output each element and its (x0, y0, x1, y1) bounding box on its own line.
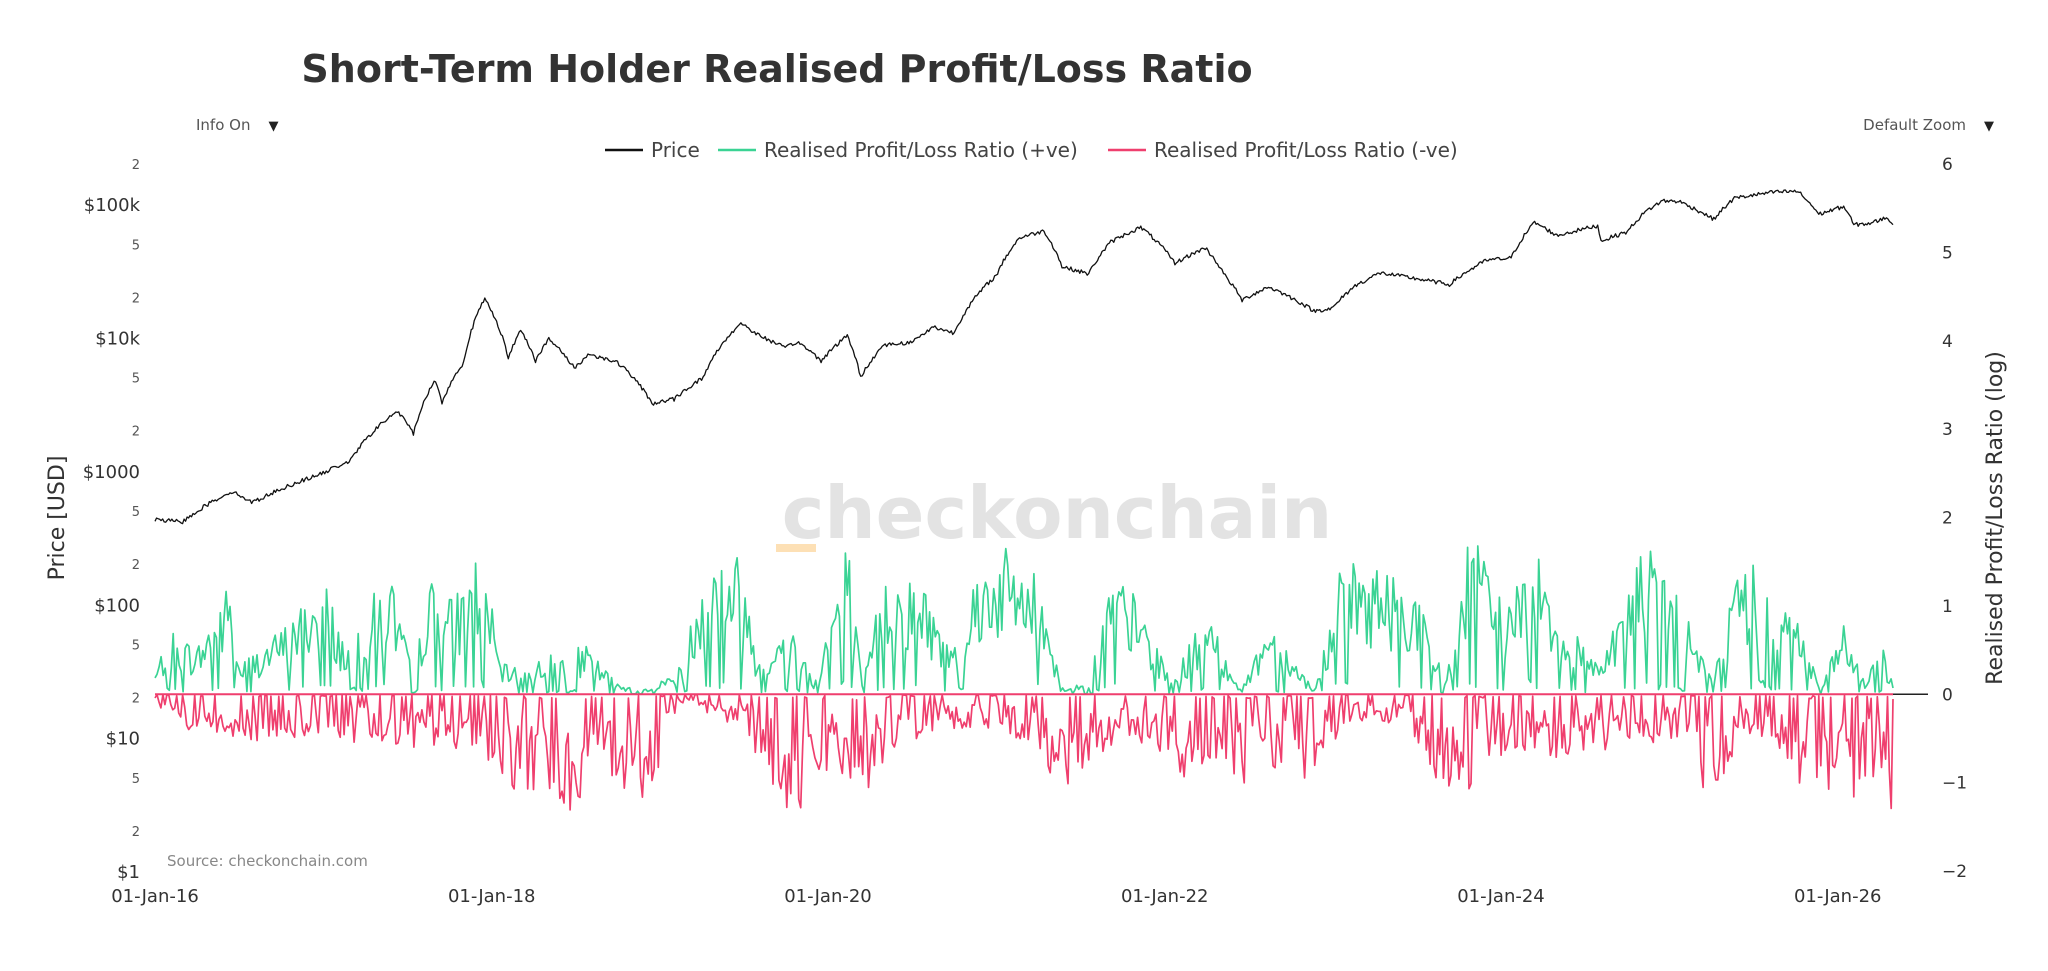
y-right-tick-label: 0 (1942, 685, 1953, 705)
x-tick-label: 01-Jan-18 (448, 886, 536, 907)
chart-title: Short-Term Holder Realised Profit/Loss R… (301, 47, 1252, 91)
y-left-tick-label: $1 (117, 862, 140, 883)
x-tick-label: 01-Jan-16 (111, 886, 199, 907)
y-left-minor-tick-label: 2 (132, 825, 140, 840)
y-right-tick-label: 1 (1942, 597, 1953, 617)
ratio-positive-series (154, 545, 1894, 695)
y-right-tick-label: 5 (1942, 243, 1953, 263)
y-left-minor-tick-label: 2 (132, 291, 140, 306)
y-left-tick-label: $1000 (83, 462, 140, 483)
y-left-tick-label: $100 (94, 595, 140, 616)
y-axis-left-label: Price [USD] (45, 456, 70, 581)
zoom-dropdown-label: Default Zoom (1863, 116, 1966, 134)
y-left-minor-tick-label: 2 (132, 691, 140, 706)
legend-label: Price (651, 138, 700, 162)
y-right-tick-label: 6 (1942, 155, 1953, 175)
watermark: checkonchain (776, 471, 1332, 555)
y-axis-right-label: Realised Profit/Loss Ratio (log) (1983, 351, 2008, 685)
y-right-tick-label: 3 (1942, 420, 1953, 440)
y-left-minor-tick-label: 5 (132, 638, 140, 653)
y-right-tick-label: −2 (1942, 862, 1967, 882)
y-left-tick-label: $10 (106, 729, 140, 750)
info-toggle-label: Info On (196, 116, 251, 134)
watermark-accent (776, 544, 816, 552)
price-line (154, 189, 1894, 525)
ratio-negative-series (154, 693, 1894, 811)
y-left-minor-tick-label: 5 (132, 772, 140, 787)
source-label: Source: checkonchain.com (167, 852, 368, 870)
x-axis: 01-Jan-16 01-Jan-18 01-Jan-20 01-Jan-22 01-J… (111, 886, 1881, 907)
zoom-dropdown-button[interactable]: Default Zoom ▼ (1863, 116, 1994, 134)
y-right-tick-label: 4 (1942, 332, 1953, 352)
info-toggle-button[interactable]: Info On ▼ (196, 116, 278, 134)
y-left-minor-tick-label: 2 (132, 558, 140, 573)
y-left-minor-tick-label: 2 (132, 425, 140, 440)
dropdown-arrow-icon: ▼ (268, 119, 279, 134)
series-layer (154, 189, 1894, 811)
watermark-text: checkonchain (782, 471, 1333, 555)
y-right-tick-label: −1 (1942, 774, 1967, 794)
legend-label: Realised Profit/Loss Ratio (+ve) (764, 138, 1078, 162)
x-tick-label: 01-Jan-20 (784, 886, 872, 907)
y-left-tick-label: $100k (84, 195, 141, 216)
y-left-minor-tick-label: 5 (132, 505, 140, 520)
left-axis: $1 $10 $100 $1000 $10k $100k 2 5 2 5 2 5 2 5 2 5 2 (83, 158, 141, 883)
y-left-minor-tick-label: 5 (132, 238, 140, 253)
x-tick-label: 01-Jan-22 (1121, 886, 1209, 907)
dropdown-arrow-icon: ▼ (1984, 119, 1994, 134)
right-axis: −2 −1 0 1 2 3 4 5 6 (1893, 155, 1967, 882)
y-left-minor-tick-label: 5 (132, 372, 140, 387)
y-left-tick-label: $10k (95, 329, 140, 350)
y-right-tick-label: 2 (1942, 509, 1953, 529)
y-left-minor-tick-label: 2 (132, 158, 140, 173)
x-tick-label: 01-Jan-24 (1457, 886, 1545, 907)
chart-legend: Price Realised Profit/Loss Ratio (+ve) Rea… (605, 138, 1458, 162)
legend-label: Realised Profit/Loss Ratio (-ve) (1154, 138, 1458, 162)
x-tick-label: 01-Jan-26 (1794, 886, 1882, 907)
